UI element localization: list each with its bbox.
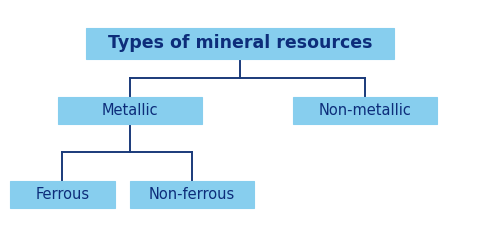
FancyBboxPatch shape xyxy=(86,28,394,59)
Text: Metallic: Metallic xyxy=(101,103,158,118)
FancyBboxPatch shape xyxy=(10,181,115,208)
Text: Non-ferrous: Non-ferrous xyxy=(149,187,235,202)
FancyBboxPatch shape xyxy=(130,181,254,208)
FancyBboxPatch shape xyxy=(293,97,437,124)
Text: Ferrous: Ferrous xyxy=(36,187,89,202)
Text: Types of mineral resources: Types of mineral resources xyxy=(108,34,372,52)
FancyBboxPatch shape xyxy=(58,97,202,124)
Text: Non-metallic: Non-metallic xyxy=(318,103,411,118)
